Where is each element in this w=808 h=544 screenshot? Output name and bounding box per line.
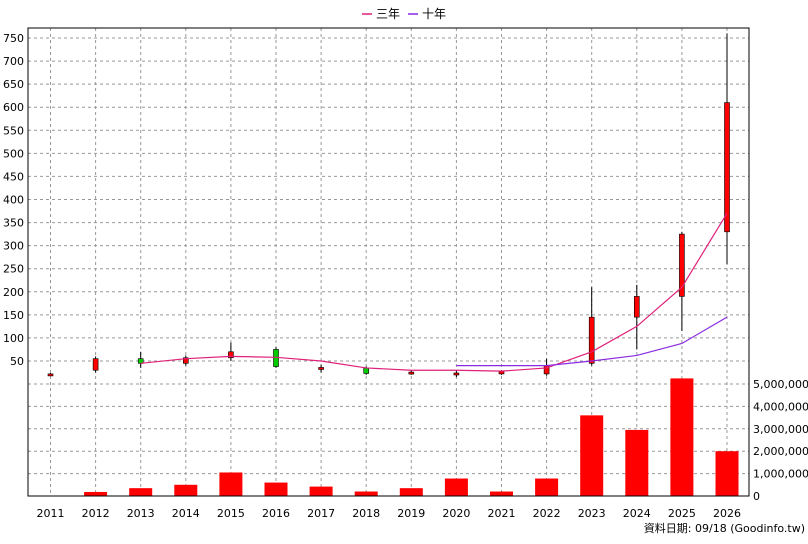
volume-bar — [580, 415, 604, 496]
price-tick-label: 350 — [3, 217, 24, 230]
volume-bar — [399, 488, 423, 496]
volume-bar — [264, 482, 288, 496]
price-tick-label: 300 — [3, 240, 24, 253]
x-tick-label: 2012 — [82, 507, 110, 520]
candle-body — [363, 367, 370, 374]
x-tick-label: 2014 — [172, 507, 200, 520]
candle-body — [183, 357, 189, 364]
legend-label: 十年 — [422, 7, 446, 21]
price-tick-label: 150 — [3, 309, 24, 322]
price-tick-label: 500 — [3, 147, 24, 160]
x-tick-label: 2016 — [262, 507, 290, 520]
volume-tick-label: 1,000,000 — [753, 468, 808, 481]
x-tick-label: 2011 — [37, 507, 65, 520]
volume-tick-label: 0 — [753, 490, 760, 503]
price-tick-label: 600 — [3, 101, 24, 114]
x-tick-label: 2022 — [533, 507, 561, 520]
volume-bar — [309, 486, 333, 496]
price-tick-label: 50 — [10, 355, 24, 368]
candle-body — [92, 358, 99, 371]
ma-line-ten-year — [456, 316, 728, 367]
volume-bar — [129, 488, 153, 496]
price-tick-label: 700 — [3, 55, 24, 68]
volume-tick-label: 4,000,000 — [753, 400, 808, 413]
price-tick-label: 100 — [3, 332, 24, 345]
volume-bar — [670, 378, 694, 496]
candle-body — [724, 102, 730, 233]
volume-tick-label: 3,000,000 — [753, 423, 808, 436]
candle-body — [633, 296, 640, 318]
x-tick-label: 2023 — [578, 507, 606, 520]
candle-body — [588, 316, 595, 364]
volume-bar — [354, 491, 378, 496]
x-tick-label: 2026 — [713, 507, 741, 520]
ma-line-three-year — [140, 213, 728, 372]
price-tick-label: 450 — [3, 170, 24, 183]
x-tick-label: 2013 — [127, 507, 155, 520]
candle-body — [453, 372, 460, 376]
x-tick-label: 2024 — [623, 507, 651, 520]
x-tick-label: 2019 — [397, 507, 425, 520]
volume-bar — [490, 491, 513, 496]
volume-tick-label: 2,000,000 — [753, 445, 808, 458]
price-tick-label: 200 — [3, 286, 24, 299]
x-tick-label: 2021 — [488, 507, 516, 520]
price-tick-label: 750 — [3, 32, 24, 45]
price-tick-label: 550 — [3, 124, 24, 137]
volume-bar — [444, 478, 468, 496]
x-tick-label: 2018 — [352, 507, 380, 520]
x-tick-label: 2020 — [442, 507, 470, 520]
candle-body — [47, 373, 54, 377]
volume-bar — [174, 484, 198, 496]
source-note: 資料日期: 09/18 (Goodinfo.tw) — [644, 521, 805, 535]
candle-body — [228, 351, 234, 359]
volume-tick-label: 5,000,000 — [753, 378, 808, 391]
price-tick-label: 400 — [3, 194, 24, 207]
x-tick-label: 2015 — [217, 507, 245, 520]
candle-body — [408, 371, 415, 375]
price-tick-label: 250 — [3, 263, 24, 276]
candle-body — [318, 367, 324, 370]
x-tick-label: 2017 — [307, 507, 335, 520]
candle-body — [679, 233, 685, 297]
volume-bar — [625, 429, 649, 496]
volume-bar — [219, 472, 243, 496]
legend-label: 三年 — [376, 7, 400, 21]
plot-frame — [27, 27, 750, 497]
volume-bar — [84, 491, 108, 496]
x-tick-label: 2025 — [668, 507, 696, 520]
price-tick-label: 650 — [3, 78, 24, 91]
volume-bar — [535, 478, 559, 496]
candle-body — [137, 358, 144, 364]
volume-bar — [715, 451, 739, 496]
